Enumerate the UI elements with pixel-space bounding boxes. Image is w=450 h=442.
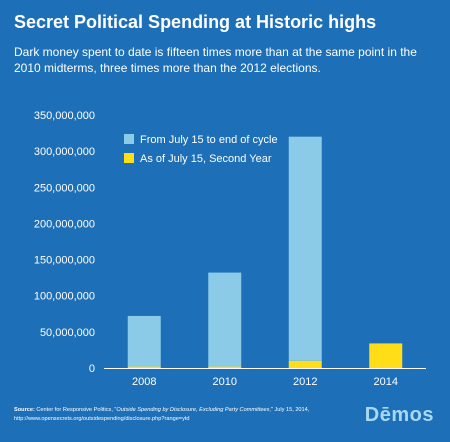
y-tick-label: 100,000,000: [34, 291, 95, 303]
y-tick-label: 250,000,000: [34, 182, 95, 194]
x-tick-label: 2012: [293, 376, 317, 388]
source-note: Source: Center for Responsive Politics, …: [14, 406, 344, 424]
y-tick-label: 50,000,000: [40, 327, 95, 339]
y-tick-label: 150,000,000: [34, 255, 95, 267]
bar-2008-remainder: [127, 315, 161, 367]
y-axis: 0 50,000,000 100,000,000 150,000,000 200,000…: [34, 110, 95, 375]
x-tick-label: 2008: [132, 376, 156, 388]
bar-2012-to-date: [288, 360, 322, 368]
legend-swatch: [124, 153, 134, 163]
x-tick-label: 2014: [374, 376, 398, 388]
bar-chart: 0 50,000,000 100,000,000 150,000,000 200,000…: [34, 110, 426, 388]
bar-2008-to-date: [127, 366, 161, 368]
y-tick-label: 200,000,000: [34, 218, 95, 230]
chart-title: Secret Political Spending at Historic hi…: [14, 12, 377, 32]
y-tick-label: 300,000,000: [34, 146, 95, 158]
legend-label: As of July 15, Second Year: [140, 153, 272, 165]
source-label: Source:: [14, 407, 35, 413]
chart-subtitle: Dark money spent to date is fifteen time…: [14, 45, 417, 75]
bar-2010-to-date: [208, 366, 242, 368]
source-rest: ," July 15, 2014, http://www.opensecrets…: [14, 407, 310, 422]
source-org: Center for Responsive Politics, ": [36, 407, 117, 413]
bars: [127, 136, 403, 368]
y-tick-label: 350,000,000: [34, 110, 95, 122]
source-report: Outside Spending by Disclosure, Excludin…: [116, 407, 270, 413]
legend-swatch: [124, 134, 134, 144]
legend-label: From July 15 to end of cycle: [140, 134, 278, 146]
x-axis: 2008 2010 2012 2014: [132, 376, 398, 388]
legend: From July 15 to end of cycle As of July 1…: [124, 134, 278, 165]
y-tick-label: 0: [89, 363, 95, 375]
bar-2012-remainder: [288, 136, 322, 361]
bar-2014-to-date: [369, 343, 403, 368]
x-tick-label: 2010: [213, 376, 237, 388]
bar-2010-remainder: [208, 272, 242, 367]
demos-logo: Dēmos: [364, 404, 434, 426]
